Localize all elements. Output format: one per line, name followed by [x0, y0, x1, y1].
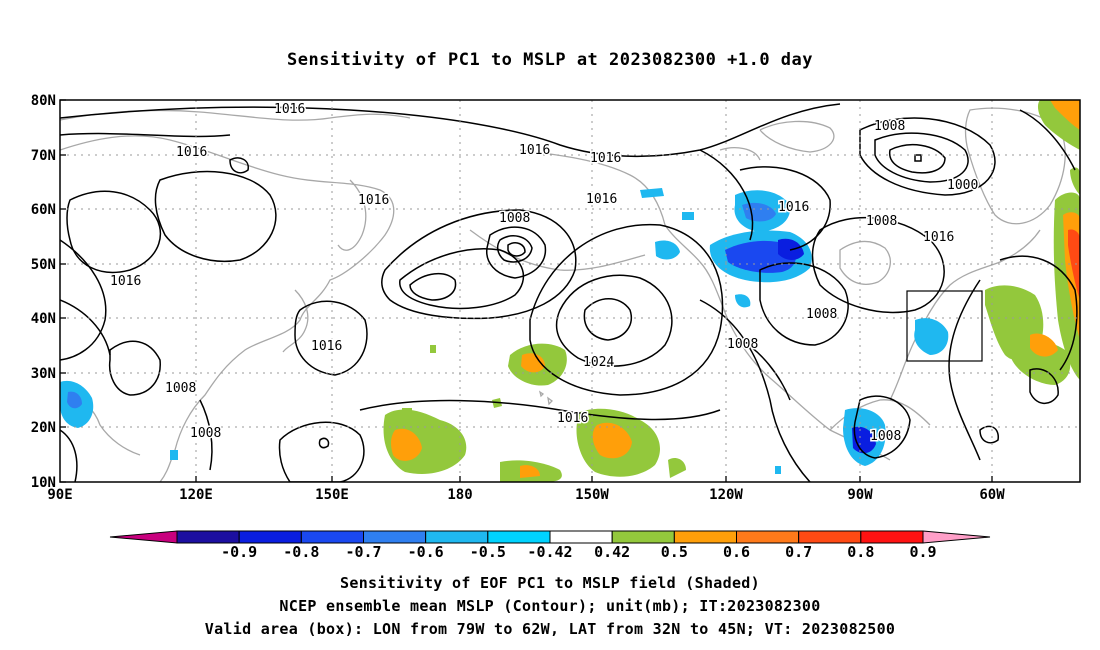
contour-label: 1000: [947, 178, 978, 193]
contour-label: 1008: [190, 426, 221, 441]
contour-label: 1016: [586, 192, 617, 207]
axis-ticks: [60, 99, 993, 483]
contour-label: 1024: [583, 355, 614, 370]
contour-label: 1016: [519, 143, 550, 158]
contour-label: 1016: [110, 274, 141, 289]
lat-label: 10N: [31, 475, 56, 491]
contour-label: 1008: [499, 211, 530, 226]
colorbar-min-triangle: [109, 530, 178, 544]
lat-label: 50N: [31, 257, 56, 273]
caption-shading: Sensitivity of EOF PC1 to MSLP field (Sh…: [340, 574, 760, 592]
colorbar-tick-label: -0.6: [408, 543, 444, 561]
contour-label: 1008: [874, 119, 905, 134]
mslp-contours: [60, 103, 1078, 482]
colorbar-tick-label: -0.5: [470, 543, 506, 561]
lat-label: 20N: [31, 420, 56, 436]
colorbar-swatch: [425, 530, 489, 544]
lon-label: 120E: [179, 487, 213, 503]
lon-label: 90W: [847, 487, 873, 503]
contour-label: 1008: [866, 214, 897, 229]
contour-label: 1008: [870, 429, 901, 444]
colorbar-swatch: [549, 530, 613, 544]
lon-label: 90E: [47, 487, 72, 503]
colorbar-tick-label: -0.7: [345, 543, 381, 561]
graticule: [60, 100, 1080, 482]
colorbar-swatch: [611, 530, 675, 544]
contour-label: 1016: [311, 339, 342, 354]
colorbar-swatch: [176, 530, 240, 544]
contour-label: 1008: [165, 381, 196, 396]
contour-label: 1016: [557, 411, 588, 426]
contour-labels: 1016 1016 1016 1016 1016 1016 1016 1016 …: [109, 101, 980, 443]
caption-valid-area: Valid area (box): LON from 79W to 62W, L…: [204, 620, 896, 638]
lat-label: 60N: [31, 202, 56, 218]
latitude-labels: 80N 70N 60N 50N 40N 30N 20N 10N: [31, 93, 56, 491]
contour-label: 1016: [778, 200, 809, 215]
colorbar-tick-label: -0.8: [283, 543, 319, 561]
contour-label: 1016: [274, 102, 305, 117]
colorbar-tick-label: 0.6: [723, 543, 750, 561]
colorbar-swatch: [673, 530, 737, 544]
contour-label: 1008: [806, 307, 837, 322]
valid-area-box: [906, 290, 983, 362]
colorbar-swatch: [487, 530, 551, 544]
lon-label: 120W: [709, 487, 743, 503]
lat-label: 30N: [31, 366, 56, 382]
colorbar-tick-label: 0.9: [909, 543, 936, 561]
colorbar-tick-label: 0.8: [847, 543, 874, 561]
lat-label: 80N: [31, 93, 56, 109]
colorbar-labels: -0.9 -0.8 -0.7 -0.6 -0.5 -0.42 0.42 0.5 0.6 0.7 0.…: [221, 543, 936, 561]
longitude-labels: 90E 120E 150E 180 150W 120W 90W 60W: [47, 487, 1005, 503]
contour-label: 1016: [358, 193, 389, 208]
lat-label: 70N: [31, 148, 56, 164]
lon-label: 150W: [575, 487, 609, 503]
colorbar: [109, 530, 991, 544]
colorbar-swatch: [798, 530, 862, 544]
map-border: [59, 99, 1081, 483]
colorbar-swatch: [736, 530, 800, 544]
colorbar-swatch: [860, 530, 924, 544]
colorbar-swatch: [238, 530, 302, 544]
contour-label: 1008: [727, 337, 758, 352]
caption-contour: NCEP ensemble mean MSLP (Contour); unit(…: [279, 597, 821, 615]
sensitivity-shading: [60, 100, 1080, 482]
colorbar-tick-label: 0.42: [594, 543, 630, 561]
contour-label: 1016: [590, 151, 621, 166]
lon-label: 180: [447, 487, 472, 503]
colorbar-tick-label: -0.42: [527, 543, 572, 561]
colorbar-tick-label: 0.5: [661, 543, 688, 561]
colorbar-tick-label: 0.7: [785, 543, 812, 561]
colorbar-max-triangle: [922, 530, 991, 544]
lon-label: 150E: [315, 487, 349, 503]
lon-label: 60W: [979, 487, 1005, 503]
colorbar-swatch: [363, 530, 427, 544]
lat-label: 40N: [31, 311, 56, 327]
contour-label: 1016: [923, 230, 954, 245]
map-title: Sensitivity of PC1 to MSLP at 2023082300…: [286, 50, 813, 70]
colorbar-swatch: [300, 530, 365, 544]
contour-label: 1016: [176, 145, 207, 160]
colorbar-tick-label: -0.9: [221, 543, 257, 561]
